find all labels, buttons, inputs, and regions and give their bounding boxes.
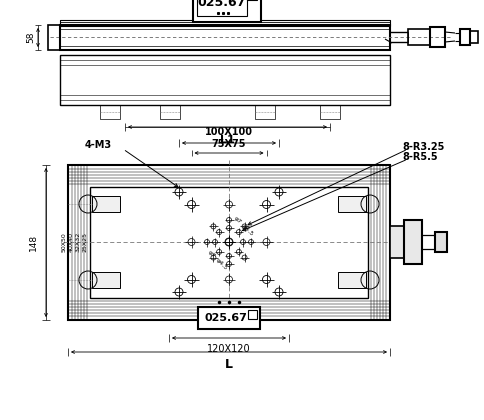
Bar bbox=[320, 105, 340, 119]
Text: φ7: φ7 bbox=[232, 215, 242, 225]
Bar bbox=[390, 226, 404, 258]
Text: 025.67: 025.67 bbox=[198, 0, 246, 8]
Text: 148: 148 bbox=[29, 234, 38, 251]
Bar bbox=[430, 27, 445, 47]
Bar bbox=[48, 25, 60, 50]
Bar bbox=[435, 232, 447, 252]
Text: 32X32: 32X32 bbox=[76, 232, 80, 252]
Text: 8-R5.5: 8-R5.5 bbox=[402, 152, 438, 162]
Text: 58: 58 bbox=[27, 32, 35, 43]
Bar bbox=[197, 0, 247, 16]
Bar bbox=[68, 165, 390, 320]
Bar bbox=[408, 29, 430, 45]
Bar bbox=[60, 55, 390, 105]
Text: 4-M3: 4-M3 bbox=[84, 140, 112, 150]
Text: 50X50: 50X50 bbox=[61, 232, 66, 252]
Bar bbox=[248, 310, 257, 319]
Text: 40X40: 40X40 bbox=[69, 232, 74, 252]
Bar bbox=[92, 272, 120, 288]
Bar bbox=[100, 105, 120, 119]
Bar bbox=[338, 196, 366, 212]
Bar bbox=[60, 25, 390, 50]
Bar bbox=[160, 105, 180, 119]
Text: φ7: φ7 bbox=[206, 249, 216, 259]
Bar bbox=[404, 220, 422, 264]
Bar bbox=[460, 29, 470, 45]
Bar bbox=[198, 307, 260, 329]
Text: 8-R3.25: 8-R3.25 bbox=[402, 142, 444, 152]
Text: L: L bbox=[225, 358, 233, 371]
Text: 025.67: 025.67 bbox=[205, 313, 247, 323]
Bar bbox=[470, 31, 478, 43]
Bar bbox=[193, 0, 261, 22]
Bar bbox=[92, 196, 120, 212]
Bar bbox=[255, 105, 275, 119]
Bar bbox=[60, 20, 390, 26]
Text: φ4.5: φ4.5 bbox=[214, 257, 228, 271]
Text: 120X120: 120X120 bbox=[207, 344, 251, 354]
Text: 100X100: 100X100 bbox=[205, 127, 253, 137]
Text: L1: L1 bbox=[220, 135, 235, 145]
Bar bbox=[90, 187, 368, 298]
Bar bbox=[338, 272, 366, 288]
Text: 25X25: 25X25 bbox=[82, 232, 88, 252]
Text: φ4.5: φ4.5 bbox=[240, 223, 254, 237]
Text: 75X75: 75X75 bbox=[212, 139, 246, 149]
